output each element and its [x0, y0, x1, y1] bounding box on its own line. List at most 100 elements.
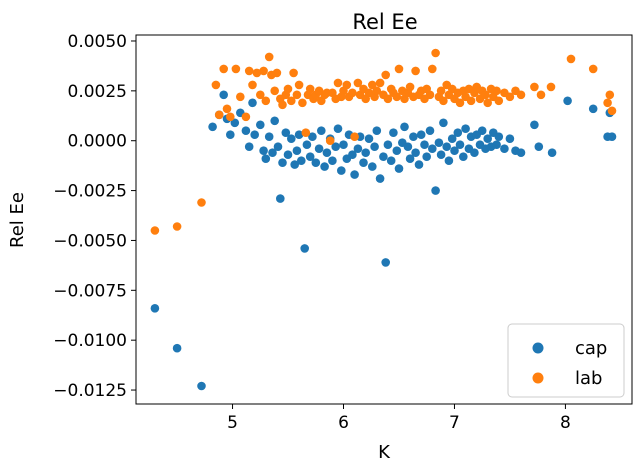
lab-point	[546, 82, 556, 92]
lab-point	[278, 100, 287, 110]
lab-point	[375, 78, 385, 88]
lab-point	[333, 78, 343, 88]
lab-point	[244, 66, 254, 76]
x-tick-label: 5	[227, 413, 238, 433]
cap-point	[226, 130, 235, 139]
lab-point	[494, 96, 504, 106]
y-axis: 0.0050 0.0025 0.0000 −0.0025 −0.0050 −0.0075 −…	[53, 32, 136, 401]
cap-point	[333, 124, 343, 133]
lab-point	[436, 86, 446, 96]
x-axis-label: K	[378, 442, 391, 463]
cap-point	[230, 118, 240, 128]
lab-point	[342, 80, 352, 90]
cap-point	[547, 148, 557, 157]
cap-point	[339, 140, 348, 149]
y-axis-label: Rel Ee	[7, 192, 28, 248]
lab-point	[261, 96, 271, 106]
x-tick-label: 8	[560, 413, 571, 433]
cap-point	[477, 126, 487, 135]
cap-point	[259, 146, 268, 155]
cap-point	[372, 126, 382, 135]
lab-point	[150, 226, 160, 235]
cap-point	[425, 126, 435, 135]
cap-point	[322, 148, 332, 157]
cap-point	[409, 132, 418, 141]
cap-point	[563, 96, 572, 106]
cap-point	[450, 146, 459, 155]
cap-point	[248, 98, 257, 108]
legend-marker-lab	[532, 372, 544, 384]
cap-point	[588, 104, 598, 114]
cap-point	[197, 381, 206, 391]
y-tick-label: 0.0050	[68, 32, 127, 52]
lab-point	[252, 68, 262, 78]
lab-point	[255, 90, 265, 100]
y-tick-label: −0.0125	[53, 381, 127, 401]
lab-point	[272, 68, 282, 78]
lab-point	[270, 86, 280, 96]
cap-point	[361, 148, 371, 157]
cap-point	[492, 140, 501, 149]
lab-point	[425, 90, 435, 100]
lab-point	[605, 90, 615, 100]
lab-point	[259, 66, 268, 76]
cap-point	[150, 304, 160, 313]
cap-point	[273, 142, 283, 151]
y-tick-label: −0.0050	[53, 231, 127, 251]
y-tick-label: −0.0100	[53, 331, 127, 351]
cap-point	[370, 142, 379, 151]
cap-point	[386, 156, 396, 165]
cap-point	[500, 144, 509, 153]
lab-point	[428, 64, 437, 74]
cap-point	[444, 156, 454, 165]
cap-point	[459, 152, 468, 161]
cap-point	[268, 148, 277, 157]
cap-point	[294, 130, 304, 139]
cap-point	[311, 158, 321, 167]
lab-point	[289, 68, 298, 78]
lab-point	[294, 80, 304, 90]
lab-point	[219, 64, 228, 74]
lab-point	[226, 112, 235, 122]
cap-point	[264, 132, 274, 141]
cap-point	[290, 160, 300, 169]
cap-point	[436, 150, 446, 159]
cap-point	[439, 118, 448, 128]
cap-point	[208, 122, 217, 132]
lab-point	[466, 96, 476, 106]
lab-point	[483, 98, 493, 108]
cap-point	[422, 152, 432, 161]
cap-point	[411, 148, 420, 157]
cap-point	[516, 148, 526, 157]
lab-point	[236, 92, 245, 102]
cap-point	[348, 150, 357, 159]
y-tick-label: 0.0000	[68, 132, 127, 152]
lab-point	[381, 70, 391, 80]
cap-point	[172, 343, 182, 353]
lab-point	[394, 64, 404, 74]
cap-point	[337, 166, 346, 175]
cap-point	[392, 146, 402, 155]
lab-point	[283, 84, 293, 94]
cap-point	[607, 132, 617, 141]
lab-point	[516, 90, 526, 100]
cap-point	[219, 90, 228, 100]
cap-point	[375, 174, 385, 183]
x-tick-label: 6	[338, 413, 349, 433]
cap-point	[250, 130, 259, 139]
cap-point	[317, 126, 326, 135]
lab-point	[505, 92, 515, 102]
cap-point	[261, 154, 271, 163]
lab-point	[231, 64, 241, 74]
lab-point	[455, 98, 465, 108]
lab-point	[292, 90, 302, 100]
y-tick-label: −0.0075	[53, 281, 127, 301]
lab-point	[481, 90, 490, 100]
legend-box	[507, 323, 625, 398]
cap-point	[453, 128, 463, 137]
cap-point	[328, 156, 337, 165]
lab-point	[368, 80, 377, 90]
cap-point	[368, 162, 377, 171]
x-tick-label: 7	[449, 413, 460, 433]
